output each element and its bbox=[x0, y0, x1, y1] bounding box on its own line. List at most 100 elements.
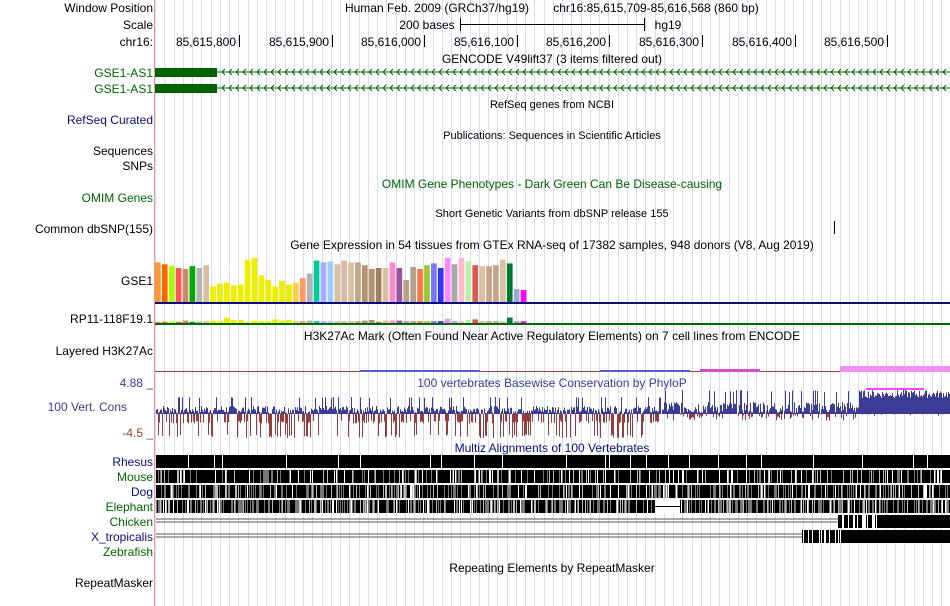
alignment-mismatch bbox=[314, 500, 315, 513]
gencode-item-label-1[interactable]: GSE1-AS1 bbox=[94, 66, 153, 80]
alignment-mismatch bbox=[772, 500, 773, 513]
alignment-mismatch bbox=[535, 500, 536, 513]
multiz-species-chicken[interactable]: Chicken bbox=[109, 515, 153, 529]
alignment-mismatch bbox=[628, 485, 629, 498]
alignment-mismatch bbox=[748, 500, 749, 513]
phylop-bar bbox=[694, 410, 695, 414]
alignment-mismatch bbox=[221, 500, 222, 513]
phylop-bar bbox=[348, 413, 349, 414]
phylop-bar bbox=[584, 406, 585, 414]
alignment-mismatch bbox=[821, 500, 822, 513]
alignment-mismatch bbox=[610, 485, 611, 498]
alignment-mismatch bbox=[575, 500, 576, 513]
phylop-bar bbox=[898, 394, 899, 414]
alignment-mismatch bbox=[258, 500, 259, 513]
phylop-bar bbox=[443, 409, 444, 414]
phylop-bar bbox=[278, 414, 279, 423]
publications-label-snps[interactable]: SNPs bbox=[122, 159, 153, 173]
phylop-bar bbox=[196, 410, 197, 414]
alignment-mismatch bbox=[490, 500, 491, 513]
publications-label-sequences[interactable]: Sequences bbox=[92, 144, 153, 158]
phylop-bar bbox=[364, 414, 365, 424]
conservation-track-label[interactable]: 100 Vert. Cons bbox=[47, 400, 127, 414]
alignment-mismatch bbox=[182, 500, 183, 513]
phylop-bar bbox=[601, 397, 602, 414]
phylop-bar bbox=[169, 413, 170, 414]
phylop-bar bbox=[755, 402, 756, 414]
phylop-bar bbox=[311, 408, 312, 414]
strand-arrow bbox=[900, 68, 905, 76]
alignment-mismatch bbox=[196, 470, 197, 483]
alignment-mismatch bbox=[764, 500, 765, 513]
alignment-mismatch bbox=[322, 485, 323, 498]
alignment-mismatch bbox=[831, 470, 832, 483]
phylop-bar bbox=[430, 414, 431, 435]
gtex-gene-label-rp11[interactable]: RP11-118F19.1 bbox=[70, 312, 153, 326]
phylop-bar bbox=[169, 414, 170, 437]
alignment-mismatch bbox=[256, 500, 257, 513]
phylop-bar bbox=[259, 414, 260, 423]
gtex-bar-gse1 bbox=[486, 266, 492, 302]
dbsnp-track-label[interactable]: Common dbSNP(155) bbox=[34, 222, 153, 236]
alignment-mismatch bbox=[228, 485, 229, 498]
multiz-species-zebrafish[interactable]: Zebrafish bbox=[102, 545, 153, 559]
alignment-mismatch bbox=[410, 500, 411, 513]
multiz-species-dog[interactable]: Dog bbox=[130, 485, 153, 499]
omim-track-label[interactable]: OMIM Genes bbox=[81, 191, 153, 205]
alignment-mismatch bbox=[840, 530, 841, 543]
gtex-gene-label-gse1[interactable]: GSE1 bbox=[120, 274, 153, 288]
snp-item[interactable] bbox=[834, 221, 835, 234]
phylop-bar bbox=[706, 412, 707, 414]
alignment-mismatch bbox=[378, 500, 379, 513]
phylop-bar bbox=[749, 414, 750, 419]
omim-track-title: OMIM Gene Phenotypes - Dark Green Can Be… bbox=[381, 177, 723, 191]
refseq-track-label[interactable]: RefSeq Curated bbox=[66, 113, 153, 127]
alignment-mismatch bbox=[225, 485, 226, 498]
strand-arrow bbox=[620, 84, 625, 92]
alignment-mismatch bbox=[190, 500, 191, 513]
strand-arrow bbox=[459, 84, 464, 92]
multiz-species-rhesus[interactable]: Rhesus bbox=[112, 455, 153, 469]
alignment-mismatch bbox=[760, 485, 761, 498]
phylop-bar bbox=[886, 392, 887, 414]
strand-arrow bbox=[641, 84, 646, 92]
alignment-mismatch bbox=[818, 500, 819, 513]
gencode-item-label-2[interactable]: GSE1-AS1 bbox=[94, 82, 153, 96]
alignment-mismatch bbox=[719, 500, 720, 513]
alignment-mismatch bbox=[592, 485, 593, 498]
phylop-bar bbox=[389, 409, 390, 414]
phylop-bar bbox=[320, 408, 321, 414]
phylop-bar bbox=[636, 397, 637, 414]
multiz-species-mouse[interactable]: Mouse bbox=[116, 470, 153, 484]
multiz-species-elephant[interactable]: Elephant bbox=[105, 500, 153, 514]
phylop-bar bbox=[245, 397, 246, 414]
alignment-mismatch bbox=[802, 485, 803, 498]
strand-arrow bbox=[662, 84, 667, 92]
phylop-bar bbox=[243, 407, 244, 414]
phylop-bar bbox=[895, 396, 896, 414]
alignment-mismatch bbox=[260, 470, 261, 483]
alignment-mismatch bbox=[394, 500, 395, 513]
phylop-bar bbox=[366, 414, 367, 423]
phylop-bar bbox=[568, 410, 569, 414]
alignment-mismatch bbox=[322, 500, 323, 513]
alignment-mismatch bbox=[768, 485, 769, 498]
repeatmasker-track-label[interactable]: RepeatMasker bbox=[74, 576, 153, 590]
alignment-mismatch bbox=[733, 485, 734, 498]
phylop-bar bbox=[822, 405, 823, 414]
phylop-bar bbox=[168, 408, 169, 414]
phylop-bar bbox=[853, 414, 854, 420]
phylop-bar bbox=[878, 393, 879, 414]
h3k27ac-track-label[interactable]: Layered H3K27Ac bbox=[55, 344, 153, 358]
multiz-species-x-tropicalis[interactable]: X_tropicalis bbox=[90, 530, 153, 544]
alignment-mismatch bbox=[474, 455, 475, 468]
phylop-bar bbox=[281, 410, 282, 414]
phylop-bar bbox=[430, 412, 431, 414]
alignment-mismatch bbox=[383, 485, 384, 498]
